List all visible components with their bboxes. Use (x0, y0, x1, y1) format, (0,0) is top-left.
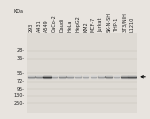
Text: KDa: KDa (14, 9, 24, 14)
Text: CaCo-2: CaCo-2 (52, 14, 57, 32)
Text: 130-: 130- (14, 93, 25, 98)
Text: SK-N-SH: SK-N-SH (106, 12, 111, 32)
Text: 293: 293 (29, 23, 34, 32)
Text: L1210: L1210 (130, 17, 135, 32)
Text: Jurkat: Jurkat (99, 18, 104, 32)
Text: 95-: 95- (17, 87, 25, 92)
Text: A549: A549 (44, 20, 49, 32)
Text: 250-: 250- (14, 101, 25, 106)
Text: 72-: 72- (17, 79, 25, 84)
Text: A431: A431 (37, 19, 42, 32)
Text: MCF-7: MCF-7 (91, 17, 96, 32)
Text: 36-: 36- (17, 56, 25, 61)
Text: HepG2: HepG2 (75, 15, 80, 32)
Text: HeLa: HeLa (68, 20, 73, 32)
Text: Daudi: Daudi (60, 18, 65, 32)
Text: 55-: 55- (17, 71, 25, 76)
Text: 3T3/NIH: 3T3/NIH (122, 12, 127, 32)
Text: THP-1: THP-1 (114, 18, 119, 32)
Text: 28-: 28- (17, 48, 25, 53)
Text: KM2: KM2 (83, 22, 88, 32)
